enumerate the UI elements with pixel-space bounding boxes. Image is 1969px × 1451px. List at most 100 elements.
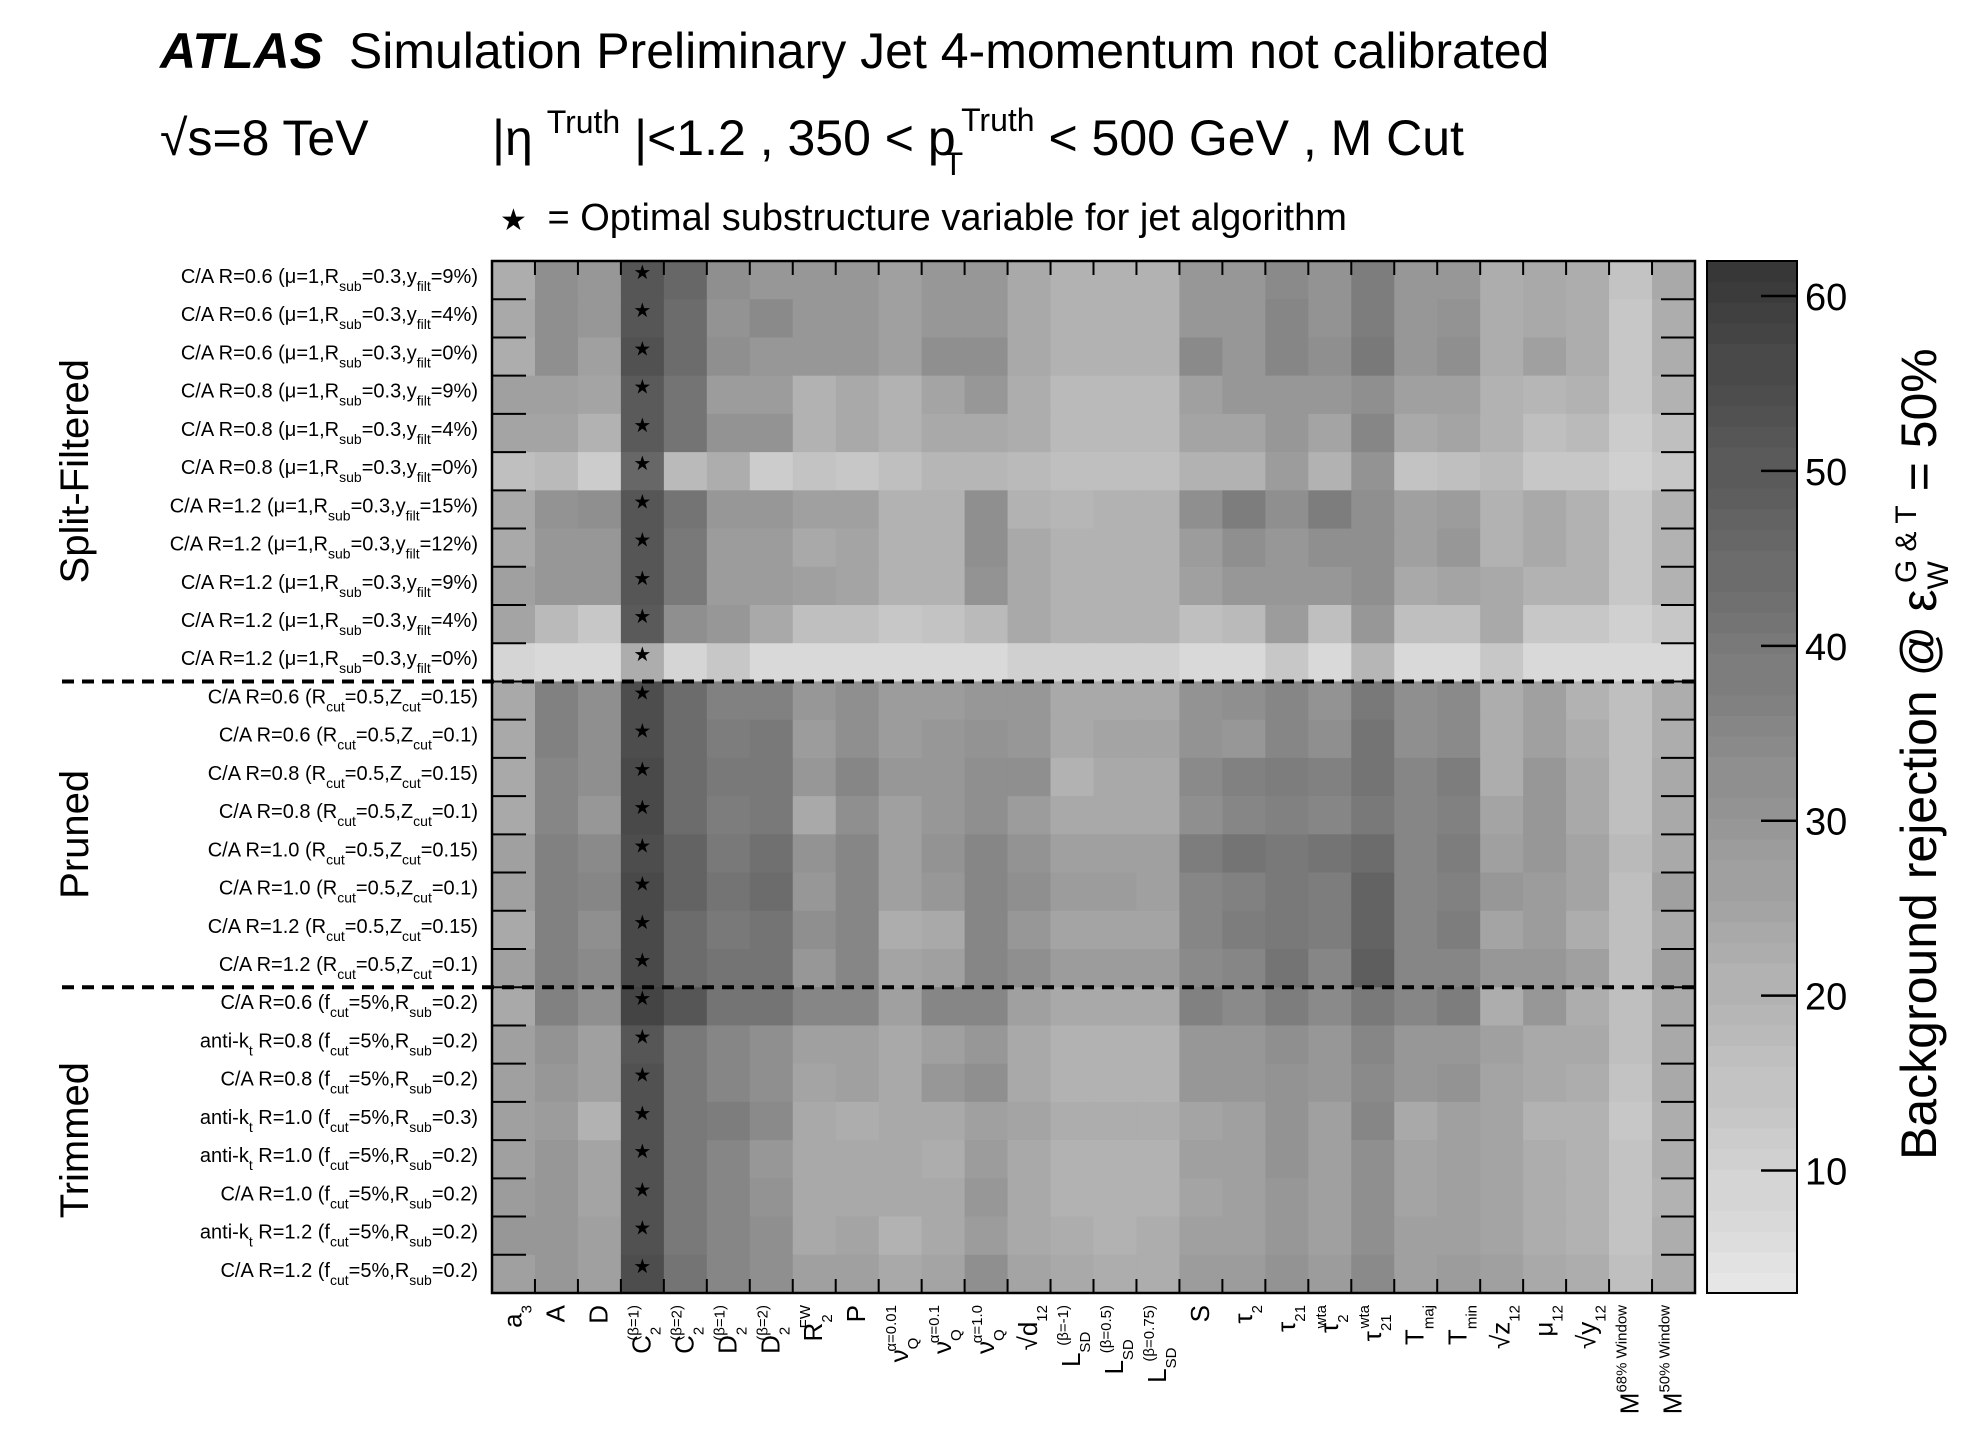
heatmap-cell — [1652, 1216, 1696, 1256]
column-label: A — [540, 1304, 570, 1322]
optimal-star-marker: ★ — [633, 759, 651, 781]
heatmap-cell — [1351, 834, 1395, 874]
heatmap-cell — [749, 910, 794, 950]
atlas-label: ATLAS — [158, 23, 323, 79]
heatmap-cell — [1394, 605, 1438, 644]
heatmap-cell — [878, 1178, 923, 1218]
heatmap-cell — [1050, 1101, 1095, 1141]
heatmap-cell — [620, 1101, 665, 1141]
heatmap-cell — [1566, 528, 1610, 568]
heatmap-cell — [1566, 834, 1610, 874]
heatmap-cell — [663, 452, 708, 491]
heatmap-cell — [706, 528, 751, 568]
heatmap-cell — [1308, 681, 1352, 721]
heatmap-cell — [1265, 949, 1309, 988]
heatmap-cell — [878, 413, 923, 453]
heatmap-cell — [1136, 1025, 1181, 1065]
heatmap-cell — [749, 1140, 794, 1179]
heatmap-cell — [534, 681, 579, 721]
heatmap-cell — [964, 1216, 1009, 1256]
heatmap-cell — [878, 1063, 923, 1103]
heatmap-cell — [663, 719, 708, 759]
heatmap-cell — [1652, 1178, 1696, 1218]
heatmap-cell — [878, 1254, 923, 1294]
heatmap-cell — [1652, 452, 1696, 491]
heatmap-cell — [492, 1178, 536, 1218]
heatmap-cell — [1308, 1063, 1352, 1103]
heatmap-cell — [1136, 1178, 1181, 1218]
heatmap-cell — [1222, 910, 1266, 950]
heatmap-cell — [492, 261, 536, 300]
heatmap-cell — [1394, 681, 1438, 721]
heatmap-cell — [1179, 337, 1223, 377]
group-label: Trimmed — [53, 1062, 97, 1218]
heatmap-cell — [921, 452, 966, 491]
heatmap-cell — [921, 719, 966, 759]
heatmap-cell — [663, 910, 708, 950]
heatmap-cell — [1136, 872, 1181, 912]
heatmap-cell — [878, 796, 923, 835]
colorbar-segment — [1707, 632, 1797, 654]
heatmap-cell — [1437, 452, 1481, 491]
heatmap-cell — [577, 949, 622, 988]
optimal-star-marker: ★ — [633, 262, 651, 284]
heatmap-cell — [1566, 605, 1610, 644]
heatmap-cell — [1308, 872, 1352, 912]
heatmap-cell — [577, 337, 622, 377]
heatmap-cell — [792, 1216, 837, 1256]
optimal-star-marker: ★ — [633, 912, 651, 934]
heatmap-cell — [534, 299, 579, 339]
heatmap-cell — [706, 757, 751, 797]
heatmap-cell — [835, 605, 880, 644]
column-label: √d12 — [1013, 1305, 1051, 1350]
heatmap-cell — [1050, 872, 1095, 912]
column-label: D2(β=1) — [711, 1305, 750, 1354]
heatmap-cell — [1437, 987, 1481, 1027]
heatmap-cell — [878, 681, 923, 721]
heatmap-cell — [1523, 1140, 1567, 1179]
heatmap-cell — [1222, 1063, 1266, 1103]
heatmap-cell — [835, 910, 880, 950]
heatmap-cell — [1523, 987, 1567, 1027]
heatmap-cell — [492, 605, 536, 644]
heatmap-cell — [792, 605, 837, 644]
heatmap-cell — [534, 375, 579, 415]
heatmap-cell — [1093, 337, 1138, 377]
heatmap-cell — [749, 643, 794, 683]
heatmap-cell — [1093, 1216, 1138, 1256]
optimal-star-marker: ★ — [633, 338, 651, 360]
heatmap-cell — [1437, 643, 1481, 683]
heatmap-cell — [1308, 299, 1352, 339]
heatmap-cell — [1265, 1101, 1309, 1141]
heatmap-cell — [1566, 987, 1610, 1027]
heatmap-cell — [1093, 1254, 1138, 1294]
heatmap-cell — [1050, 681, 1095, 721]
heatmap-cell — [620, 1178, 665, 1218]
row-label: C/A R=0.8 (μ=1,Rsub=0.3,yfilt=0%) — [181, 457, 478, 485]
heatmap-cell — [1265, 910, 1309, 950]
heatmap-cell — [1480, 796, 1524, 835]
chart-header-line1: ATLAS Simulation Preliminary Jet 4-momen… — [158, 23, 1549, 79]
heatmap-cell — [1179, 261, 1223, 300]
heatmap-cell — [1007, 1101, 1052, 1141]
heatmap-cell — [1394, 987, 1438, 1027]
heatmap-cell — [1093, 605, 1138, 644]
heatmap-cell — [492, 1254, 536, 1294]
heatmap-cell — [663, 566, 708, 606]
colorbar-segment — [1707, 694, 1797, 716]
heatmap-cell — [1480, 452, 1524, 491]
heatmap-cell — [1394, 1025, 1438, 1065]
heatmap-cell — [1437, 872, 1481, 912]
row-label: anti-kt R=1.0 (fcut=5%,Rsub=0.3) — [200, 1107, 478, 1135]
heatmap-cell — [1609, 413, 1653, 453]
heatmap-cell — [1480, 1216, 1524, 1256]
heatmap-cell — [492, 987, 536, 1027]
heatmap-cell — [1050, 1140, 1095, 1179]
heatmap-cell — [577, 1178, 622, 1218]
heatmap-cell — [534, 261, 579, 300]
heatmap-cell — [706, 987, 751, 1027]
heatmap-cell — [620, 681, 665, 721]
heatmap-cell — [620, 566, 665, 606]
heatmap-cell — [964, 1254, 1009, 1294]
heatmap-cell — [663, 1254, 708, 1294]
